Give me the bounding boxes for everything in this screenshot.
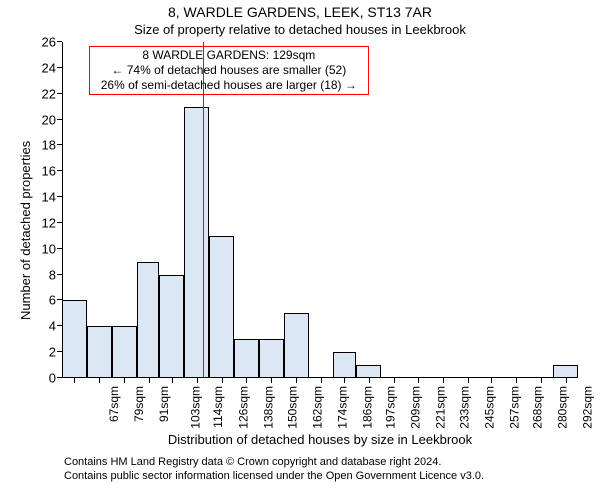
x-tick-mark	[566, 378, 567, 383]
x-tick-label: 67sqm	[107, 382, 121, 422]
x-tick-mark	[491, 378, 492, 383]
x-tick-label: 138sqm	[261, 382, 275, 429]
x-tick-label: 126sqm	[236, 382, 250, 429]
x-tick-mark	[124, 378, 125, 383]
x-tick-mark	[246, 378, 247, 383]
footer-line-1: Contains HM Land Registry data © Crown c…	[64, 456, 484, 470]
y-tick-label: 6	[49, 293, 62, 308]
y-tick-label: 4	[49, 319, 62, 334]
y-tick-label: 24	[42, 60, 62, 75]
x-tick-mark	[369, 378, 370, 383]
x-tick-label: 103sqm	[189, 382, 203, 429]
y-tick-label: 20	[42, 112, 62, 127]
y-tick-label: 12	[42, 215, 62, 230]
chart-container: { "layout": { "width": 600, "height": 50…	[0, 0, 600, 500]
y-tick-label: 2	[49, 345, 62, 360]
x-tick-label: 233sqm	[458, 382, 472, 429]
x-tick-mark	[222, 378, 223, 383]
x-tick-mark	[197, 378, 198, 383]
y-tick-label: 0	[49, 371, 62, 386]
x-tick-mark	[468, 378, 469, 383]
y-tick-label: 18	[42, 138, 62, 153]
x-tick-label: 268sqm	[531, 382, 545, 429]
x-tick-label: 257sqm	[508, 382, 522, 429]
x-tick-mark	[443, 378, 444, 383]
x-tick-mark	[516, 378, 517, 383]
x-tick-mark	[149, 378, 150, 383]
chart-title: 8, WARDLE GARDENS, LEEK, ST13 7AR	[0, 4, 600, 20]
x-tick-label: 197sqm	[384, 382, 398, 429]
y-tick-label: 14	[42, 190, 62, 205]
chart-subtitle: Size of property relative to detached ho…	[0, 22, 600, 37]
y-tick-label: 26	[42, 35, 62, 50]
x-tick-label: 79sqm	[132, 382, 146, 422]
x-tick-mark	[541, 378, 542, 383]
y-axis-label: Number of detached properties	[18, 141, 33, 320]
y-tick-label: 16	[42, 164, 62, 179]
plot-border	[62, 42, 578, 378]
footer-attribution: Contains HM Land Registry data © Crown c…	[64, 456, 484, 484]
x-tick-label: 221sqm	[433, 382, 447, 429]
x-tick-label: 186sqm	[361, 382, 375, 429]
x-tick-mark	[394, 378, 395, 383]
x-tick-mark	[418, 378, 419, 383]
x-tick-mark	[271, 378, 272, 383]
x-tick-mark	[74, 378, 75, 383]
x-tick-mark	[172, 378, 173, 383]
y-tick-label: 22	[42, 86, 62, 101]
footer-line-2: Contains public sector information licen…	[64, 470, 484, 484]
x-tick-label: 209sqm	[408, 382, 422, 429]
x-tick-mark	[99, 378, 100, 383]
x-tick-mark	[321, 378, 322, 383]
y-tick-label: 8	[49, 267, 62, 282]
x-tick-label: 280sqm	[556, 382, 570, 429]
x-tick-label: 174sqm	[336, 382, 350, 429]
x-tick-label: 292sqm	[580, 382, 594, 429]
x-tick-mark	[296, 378, 297, 383]
x-tick-label: 245sqm	[483, 382, 497, 429]
x-tick-label: 150sqm	[286, 382, 300, 429]
x-axis-label: Distribution of detached houses by size …	[62, 432, 578, 447]
x-tick-mark	[344, 378, 345, 383]
plot-area: 8 WARDLE GARDENS: 129sqm← 74% of detache…	[62, 42, 578, 378]
x-tick-label: 162sqm	[311, 382, 325, 429]
x-tick-label: 91sqm	[157, 382, 171, 422]
y-tick-label: 10	[42, 241, 62, 256]
x-tick-label: 114sqm	[211, 382, 225, 428]
